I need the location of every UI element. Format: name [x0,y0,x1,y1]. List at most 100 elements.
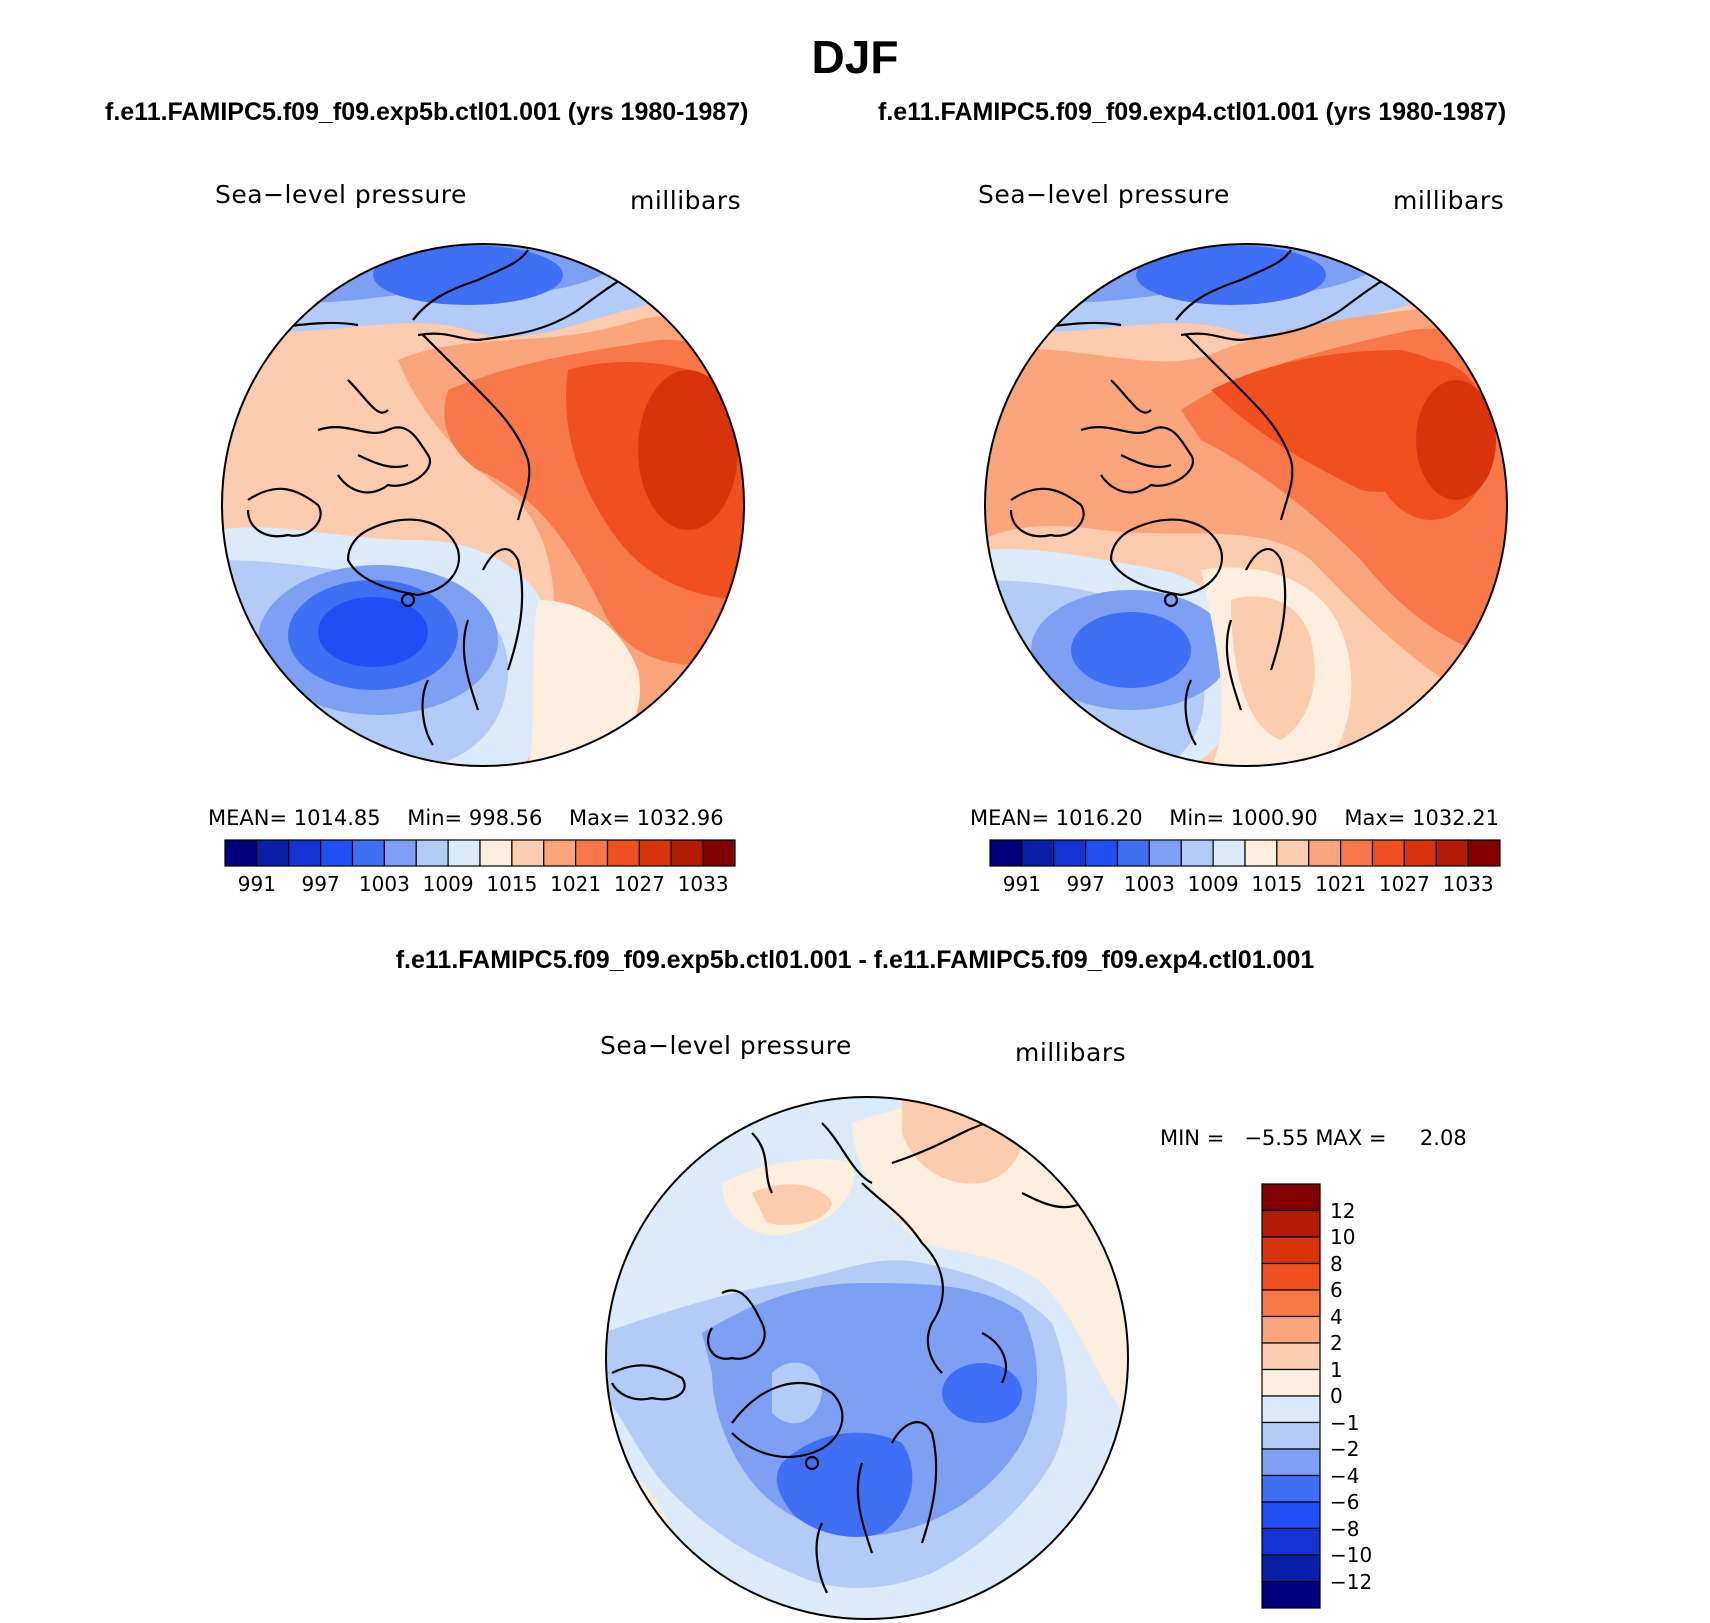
diff-colorbar-swatch [1261,1474,1321,1503]
left-colorbar-swatch [224,839,258,867]
diff-colorbar-tick-label: −12 [1330,1569,1373,1594]
left-colorbar-tick-label: 1003 [358,872,410,896]
diff-colorbar-swatch [1261,1289,1321,1318]
right-max-value: 1032.21 [1412,806,1499,830]
right-colorbar-swatch [1340,839,1374,867]
left-colorbar-tick-label: 1015 [486,872,538,896]
diff-polar-map [605,1096,1129,1620]
left-colorbar-swatch [447,839,481,867]
left-colorbar-swatch [638,839,672,867]
right-colorbar-swatch [1212,839,1246,867]
right-min-label: Min= [1169,806,1225,830]
right-colorbar [989,839,1501,867]
diff-colorbar-tick-label: 2 [1330,1331,1343,1355]
right-colorbar-tick-label: 1003 [1123,872,1175,896]
left-min-value: 998.56 [468,806,543,830]
diff-colorbar-swatch [1261,1183,1321,1212]
right-colorbar-swatch [1053,839,1087,867]
right-colorbar-tick-label: 997 [1066,872,1105,896]
left-colorbar-swatch [543,839,577,867]
diff-colorbar-tick-label: 8 [1330,1251,1343,1276]
diff-variable-label: Sea−level pressure [600,1031,852,1060]
case1-title: f.e11.FAMIPC5.f09_f09.exp5b.ctl01.001 (y… [105,98,749,126]
right-max-label: Max= [1344,806,1406,830]
right-colorbar-tick-label: 1021 [1315,872,1367,896]
diff-colorbar-swatch [1261,1342,1321,1371]
right-units-label: millibars [1393,186,1505,215]
case2-title: f.e11.FAMIPC5.f09_f09.exp4.ctl01.001 (yr… [878,98,1507,126]
right-colorbar-swatch [1180,839,1214,867]
diff-colorbar-swatch [1261,1501,1321,1530]
diff-colorbar-swatch [1261,1236,1321,1265]
diff-colorbar-swatch [1261,1580,1321,1609]
right-colorbar-tick-label: 1009 [1187,872,1239,896]
left-colorbar-tick-label: 1009 [422,872,474,896]
left-colorbar-tick-label: 1021 [550,872,602,896]
left-colorbar-swatch [702,839,736,867]
diff-colorbar-swatch [1261,1315,1321,1344]
right-colorbar-swatch [989,839,1023,867]
left-colorbar-swatch [351,839,385,867]
right-min-value: 1000.90 [1230,806,1318,830]
diff-colorbar-tick-label: −8 [1330,1516,1360,1541]
diff-colorbar-tick-label: 12 [1330,1198,1356,1223]
figure-title: DJF [811,31,899,83]
diff-colorbar-tick-label: 0 [1330,1384,1343,1408]
diff-colorbar-tick-label: −1 [1330,1410,1360,1435]
diff-colorbar-swatch [1261,1448,1321,1477]
left-mean-value: 1014.85 [293,806,381,830]
left-colorbar-swatch [288,839,322,867]
diff-max-label: MAX = [1315,1126,1387,1150]
right-colorbar-swatch [1276,839,1310,867]
diff-colorbar-tick-label: 1 [1330,1357,1343,1382]
right-mean-value: 1016.20 [1055,806,1143,830]
right-colorbar-swatch [1435,839,1469,867]
left-variable-label: Sea−level pressure [215,180,467,209]
left-max-label: Max= [569,806,631,830]
diff-colorbar [1261,1183,1321,1609]
right-colorbar-swatch [1085,839,1119,867]
diff-colorbar-swatch [1261,1368,1321,1397]
right-polar-map [984,243,1508,767]
right-variable-label: Sea−level pressure [978,180,1230,209]
left-colorbar-tick-label: 991 [237,872,276,896]
left-colorbar-swatch [415,839,449,867]
left-min-label: Min= [407,806,463,830]
left-colorbar-swatch [670,839,704,867]
right-colorbar-tick-label: 1033 [1442,872,1494,896]
left-colorbar-swatch [479,839,513,867]
left-polar-map [221,243,745,767]
diff-min-label: MIN = [1160,1126,1225,1150]
left-colorbar-tick-label: 997 [301,872,340,896]
left-colorbar-swatch [575,839,609,867]
right-colorbar-swatch [1403,839,1437,867]
diff-colorbar-tick-label: −10 [1330,1543,1373,1567]
left-colorbar [224,839,736,867]
right-colorbar-swatch [1467,839,1501,867]
left-colorbar-tick-label: 1027 [613,872,665,896]
right-colorbar-swatch [1148,839,1182,867]
right-colorbar-tick-label: 991 [1002,872,1041,896]
right-mean-label: MEAN= [970,806,1050,830]
diff-colorbar-tick-label: −2 [1330,1437,1360,1461]
diff-units-label: millibars [1015,1038,1127,1067]
right-colorbar-swatch [1021,839,1055,867]
diff-colorbar-swatch [1261,1209,1321,1238]
diff-stats: MIN = −5.55 MAX = 2.08 [1160,1126,1467,1150]
left-units-label: millibars [630,186,742,215]
right-stats: MEAN= 1016.20 Min= 1000.90 Max= 1032.21 [970,806,1499,830]
right-colorbar-tick-label: 1015 [1251,872,1303,896]
right-colorbar-swatch [1116,839,1150,867]
left-colorbar-tick-label: 1033 [677,872,729,896]
diff-title: f.e11.FAMIPC5.f09_f09.exp5b.ctl01.001 - … [395,946,1315,974]
left-colorbar-swatch [383,839,417,867]
right-colorbar-swatch [1371,839,1405,867]
right-colorbar-swatch [1308,839,1342,867]
diff-colorbar-swatch [1261,1554,1321,1583]
right-colorbar-tick-label: 1027 [1378,872,1430,896]
diff-colorbar-tick-label: 6 [1330,1278,1343,1302]
left-stats: MEAN= 1014.85 Min= 998.56 Max= 1032.96 [208,806,724,830]
diff-min-value: −5.55 [1244,1126,1309,1150]
right-colorbar-swatch [1244,839,1278,867]
diff-colorbar-swatch [1261,1527,1321,1556]
